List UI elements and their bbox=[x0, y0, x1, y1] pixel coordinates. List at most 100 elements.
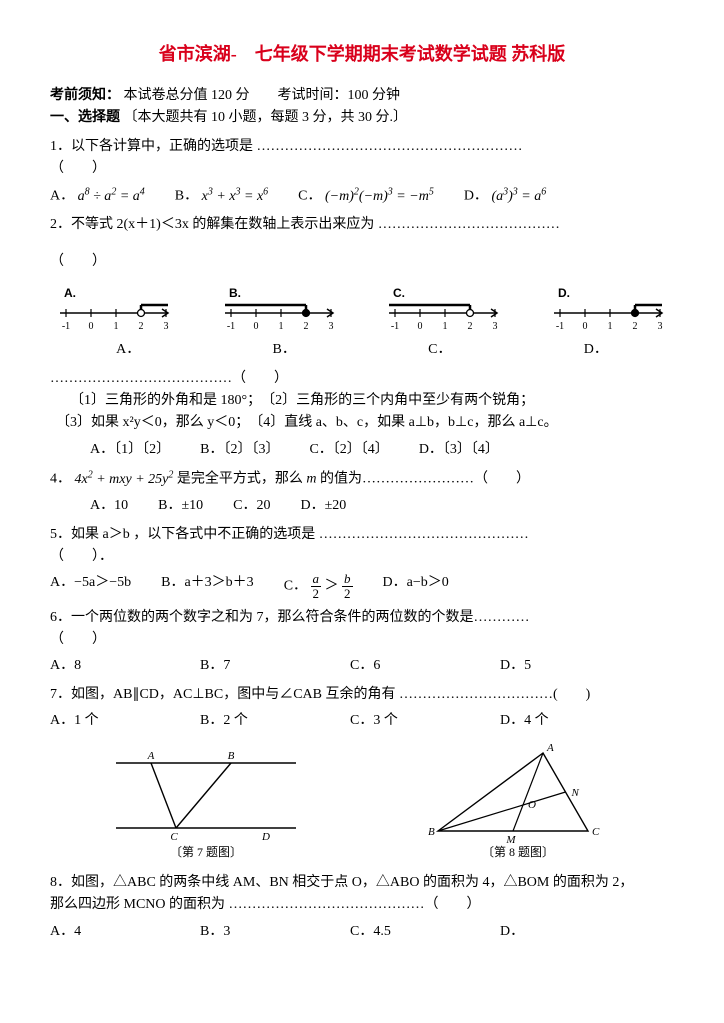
svg-text:-1: -1 bbox=[391, 321, 399, 332]
q1-options: A． a8 ÷ a2 = a4 B． x3 + x3 = x6 C． (−m)2… bbox=[50, 184, 674, 208]
svg-text:0: 0 bbox=[89, 321, 94, 332]
q8-a: A．4 bbox=[50, 921, 170, 943]
q8-c: C．4.5 bbox=[350, 921, 470, 943]
q4-stem-post: 是完全平方式，那么 m 的值为……………………（ ） bbox=[177, 472, 530, 487]
svg-text:3: 3 bbox=[493, 321, 498, 332]
q5-c-pre: C． bbox=[284, 579, 307, 594]
q1-a-label: A． bbox=[50, 189, 74, 204]
fig8-label: 〔第 8 题图〕 bbox=[418, 843, 618, 862]
svg-text:O: O bbox=[528, 799, 536, 811]
q5-c: C． a 2 ＞ b 2 bbox=[284, 572, 353, 600]
q7-c: C．3 个 bbox=[350, 710, 470, 732]
question-8-a: 8．如图，△ABC 的两条中线 AM、BN 相交于点 O，△ABO 的面积为 4… bbox=[50, 872, 674, 894]
q6-paren: （ ） bbox=[50, 629, 674, 651]
q2-stem: 2．不等式 2(x＋1)＜3x 的解集在数轴上表示出来应为 bbox=[50, 217, 378, 232]
q3-a: A．〔1〕〔2〕 bbox=[90, 439, 170, 461]
q5-frac-b-den: 2 bbox=[342, 587, 353, 601]
q1-paren: （ ） bbox=[50, 158, 674, 180]
svg-text:A: A bbox=[546, 743, 554, 754]
q5-paren: （ ）． bbox=[50, 546, 674, 568]
q8-d: D． bbox=[500, 921, 524, 943]
q1-b-math: x3 + x3 = x6 bbox=[202, 189, 269, 204]
q3-line1: 〔1〕三角形的外角和是 180°； 〔2〕三角形的三个内角中至少有两个锐角； bbox=[50, 390, 674, 412]
q1-opt-b: B． x3 + x3 = x6 bbox=[175, 184, 268, 208]
nl-a: A.-10123 bbox=[50, 285, 180, 335]
svg-text:3: 3 bbox=[328, 321, 333, 332]
q3-b: B．〔2〕〔3〕 bbox=[200, 439, 279, 461]
page-title: 省市滨湖- 七年级下学期期末考试数学试题 苏科版 bbox=[50, 40, 674, 69]
q2-row2-c: C． bbox=[428, 339, 451, 361]
svg-text:-1: -1 bbox=[62, 321, 70, 332]
q4-d: D．±20 bbox=[301, 495, 347, 517]
section-1-head: 一、选择题 bbox=[50, 110, 120, 125]
q8-b: B．3 bbox=[200, 921, 320, 943]
q4-expr: 4x2 + mxy + 25y2 bbox=[75, 472, 174, 487]
svg-text:1: 1 bbox=[114, 321, 119, 332]
q1-d-label: D． bbox=[464, 189, 488, 204]
q1-opt-c: C． (−m)2(−m)3 = −m5 bbox=[298, 184, 434, 208]
section-1-tail: 〔本大题共有 10 小题，每题 3 分，共 30 分.〕 bbox=[124, 110, 408, 125]
q7-b: B．2 个 bbox=[200, 710, 320, 732]
q7-options: A．1 个 B．2 个 C．3 个 D．4 个 bbox=[50, 710, 674, 732]
svg-text:D: D bbox=[261, 831, 270, 843]
q2-dots: ………………………………… bbox=[378, 217, 560, 232]
question-1: 1．以下各计算中，正确的选项是 ………………………………………………… bbox=[50, 136, 674, 158]
svg-text:1: 1 bbox=[607, 321, 612, 332]
svg-text:C.: C. bbox=[393, 286, 405, 300]
q1-d-math: (a3)3 = a6 bbox=[491, 189, 546, 204]
q1-b-label: B． bbox=[175, 189, 198, 204]
q5-b: B．a＋3＞b＋3 bbox=[161, 572, 254, 600]
q7-d: D．4 个 bbox=[500, 710, 549, 732]
q1-c-label: C． bbox=[298, 189, 321, 204]
svg-text:1: 1 bbox=[278, 321, 283, 332]
q6-options: A．8 B．7 C．6 D．5 bbox=[50, 655, 674, 677]
q3-line2: 〔3〕如果 x²y＜0，那么 y＜0； 〔4〕直线 a、b、c，如果 a⊥b，b… bbox=[50, 412, 674, 434]
q2-row2-b: B． bbox=[273, 339, 296, 361]
q5-frac-a-num: a bbox=[311, 572, 322, 587]
q6-b: B．7 bbox=[200, 655, 320, 677]
figure-8: ABCMNO 〔第 8 题图〕 bbox=[418, 743, 618, 862]
q1-dots: ………………………………………………… bbox=[257, 139, 523, 154]
svg-text:0: 0 bbox=[418, 321, 423, 332]
nl-d: D.-10123 bbox=[544, 285, 674, 335]
q5-d: D．a−b＞0 bbox=[383, 572, 449, 600]
svg-text:2: 2 bbox=[468, 321, 473, 332]
svg-text:B: B bbox=[428, 826, 435, 838]
q6-c: C．6 bbox=[350, 655, 470, 677]
question-7: 7．如图，AB∥CD，AC⊥BC，图中与∠CAB 互余的角有 ………………………… bbox=[50, 684, 674, 706]
q5-a: A．−5a＞−5b bbox=[50, 572, 131, 600]
q4-stem-pre: 4． bbox=[50, 472, 71, 487]
preface-label: 考前须知： bbox=[50, 88, 120, 103]
q5-frac-b-num: b bbox=[342, 572, 353, 587]
q1-stem: 1．以下各计算中，正确的选项是 bbox=[50, 139, 257, 154]
q4-b: B．±10 bbox=[158, 495, 203, 517]
question-8-b: 那么四边形 MCNO 的面积为 ……………………………………（ ） bbox=[50, 894, 674, 916]
question-6: 6．一个两位数的两个数字之和为 7，那么符合条件的两位数的个数是………… bbox=[50, 607, 674, 629]
svg-text:B.: B. bbox=[229, 286, 241, 300]
preface-text: 本试卷总分值 120 分 考试时间：100 分钟 bbox=[124, 88, 401, 103]
svg-text:-1: -1 bbox=[226, 321, 234, 332]
svg-text:D.: D. bbox=[558, 286, 570, 300]
q6-d: D．5 bbox=[500, 655, 531, 677]
q2-numberlines: A.-10123 B.-10123 C.-10123 D.-10123 bbox=[50, 285, 674, 335]
svg-text:C: C bbox=[592, 826, 600, 838]
question-2: 2．不等式 2(x＋1)＜3x 的解集在数轴上表示出来应为 …………………………… bbox=[50, 214, 674, 236]
q7-a: A．1 个 bbox=[50, 710, 170, 732]
q3-c: C．〔2〕〔4〕 bbox=[309, 439, 388, 461]
nl-b: B.-10123 bbox=[215, 285, 345, 335]
fig7-label: 〔第 7 题图〕 bbox=[106, 843, 306, 862]
nl-c: C. -1 0 1 2 3 bbox=[379, 285, 509, 335]
section-1-heading: 一、选择题 〔本大题共有 10 小题，每题 3 分，共 30 分.〕 bbox=[50, 107, 674, 129]
q2-row2-d: D． bbox=[584, 339, 608, 361]
svg-text:1: 1 bbox=[443, 321, 448, 332]
q5-frac-b: b 2 bbox=[342, 572, 353, 600]
q1-opt-a: A． a8 ÷ a2 = a4 bbox=[50, 184, 145, 208]
q5-options: A．−5a＞−5b B．a＋3＞b＋3 C． a 2 ＞ b 2 D．a−b＞0 bbox=[50, 572, 674, 600]
q1-opt-d: D． (a3)3 = a6 bbox=[464, 184, 546, 208]
figure-7: ABCD 〔第 7 题图〕 bbox=[106, 743, 306, 862]
q2-label-row: A． B． C． D． bbox=[50, 339, 674, 361]
q5-c-gt: ＞ bbox=[325, 579, 339, 594]
svg-text:2: 2 bbox=[139, 321, 144, 332]
svg-text:A: A bbox=[147, 750, 155, 762]
svg-text:0: 0 bbox=[582, 321, 587, 332]
